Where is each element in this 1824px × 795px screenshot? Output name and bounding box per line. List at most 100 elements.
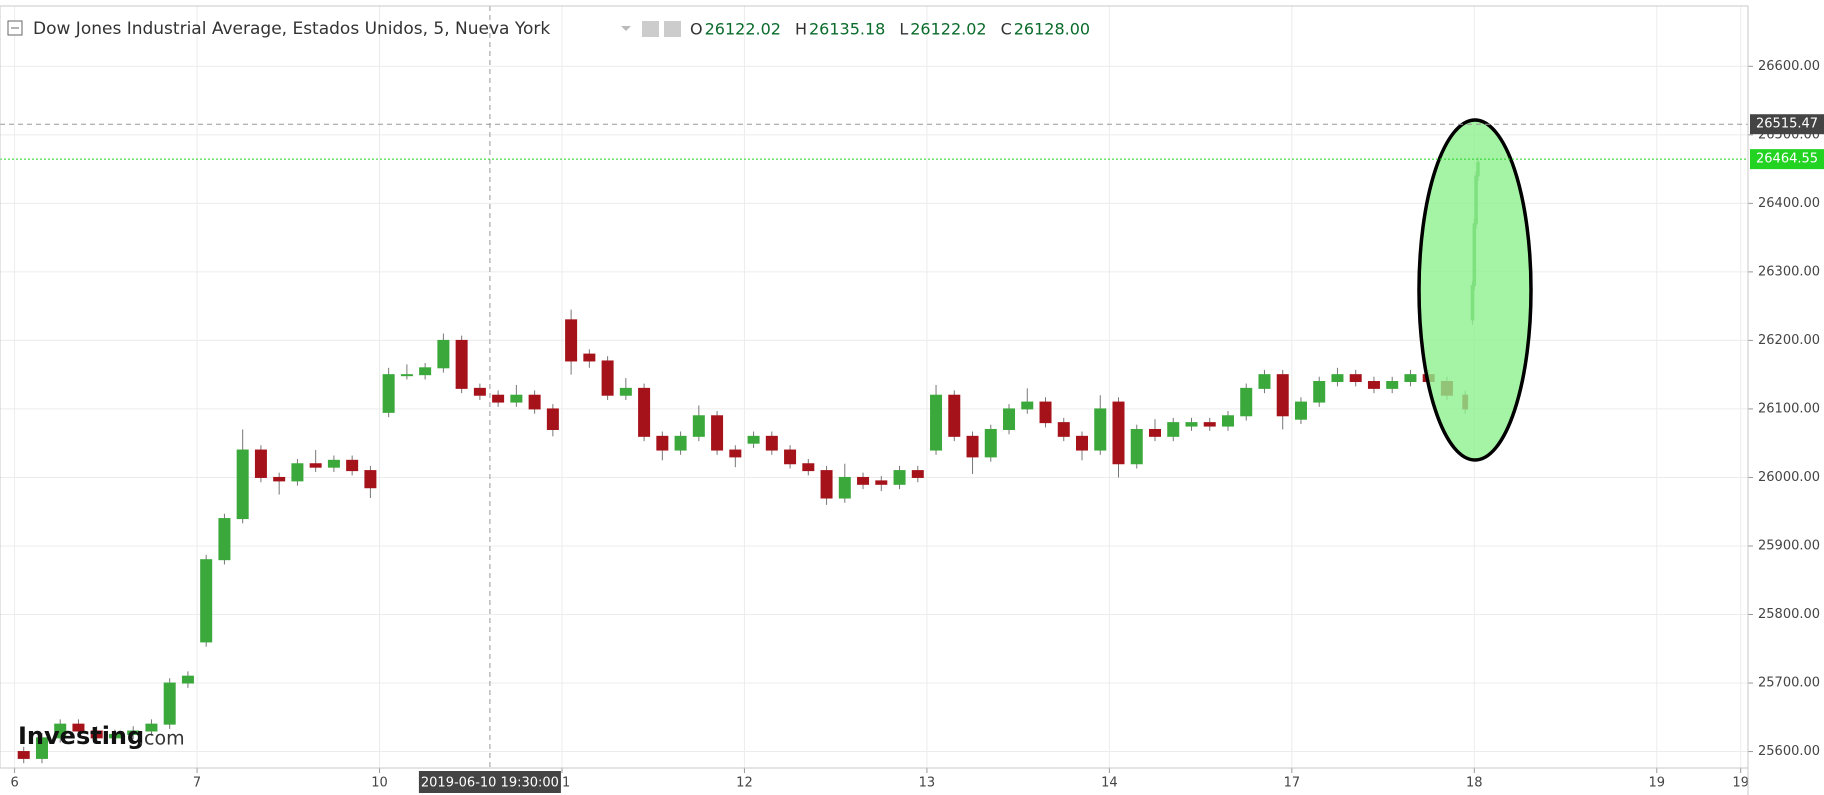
candle-body xyxy=(765,435,778,451)
x-tick-label: 19 xyxy=(1732,776,1749,791)
y-tick-label: 26600.00 xyxy=(1758,59,1820,74)
y-tick-label: 26100.00 xyxy=(1758,401,1820,416)
candle-body xyxy=(218,518,231,561)
candle-body xyxy=(1130,428,1143,465)
candle-body xyxy=(729,449,742,458)
x-tick-label: 13 xyxy=(919,776,936,791)
candle-body xyxy=(966,435,979,458)
crosshair-x-tag xyxy=(418,771,561,793)
x-tick-label: 10 xyxy=(371,776,388,791)
eye-icon[interactable] xyxy=(642,21,659,37)
candle-body xyxy=(1331,374,1344,383)
candle-body xyxy=(1203,422,1216,427)
candle-body xyxy=(875,480,888,485)
candle-body xyxy=(145,723,158,732)
candle-body xyxy=(1112,401,1125,465)
candle-body xyxy=(1167,422,1180,437)
x-tick-label: 7 xyxy=(193,776,201,791)
y-tick-label: 25900.00 xyxy=(1758,538,1820,553)
highlight-ellipse xyxy=(1417,118,1533,462)
candle-body xyxy=(17,751,30,759)
candle-body xyxy=(364,470,377,489)
ohlc-key: O xyxy=(690,20,703,39)
candle-body xyxy=(1039,401,1052,424)
candle-body xyxy=(400,374,413,377)
candle-body xyxy=(163,682,176,725)
y-tick-label: 25700.00 xyxy=(1758,676,1820,691)
candle-body xyxy=(838,476,851,499)
ohlc-value: 26128.00 xyxy=(1014,20,1090,39)
candle-body xyxy=(127,730,140,735)
x-tick-label: 12 xyxy=(736,776,753,791)
candle-body xyxy=(638,387,651,437)
candle-body xyxy=(510,394,523,403)
candle-body xyxy=(200,559,213,643)
candle-body xyxy=(1404,374,1417,383)
candle-body xyxy=(1094,408,1107,451)
candle-body xyxy=(546,408,559,430)
y-tick-label: 26400.00 xyxy=(1758,196,1820,211)
x-tick-label: 6 xyxy=(10,776,18,791)
candle-body xyxy=(473,387,486,396)
y-tick-label: 26200.00 xyxy=(1758,333,1820,348)
chart-title: Dow Jones Industrial Average, Estados Un… xyxy=(33,19,550,39)
candle-body xyxy=(984,428,997,458)
y-tick-label: 26300.00 xyxy=(1758,264,1820,279)
candle-body xyxy=(948,394,961,437)
candle-body xyxy=(930,394,943,451)
candle-body xyxy=(437,339,450,369)
candle-body xyxy=(1221,415,1234,427)
candle-body xyxy=(911,470,924,478)
plot xyxy=(17,157,1480,764)
candle-body xyxy=(857,476,870,485)
x-tick-label: 18 xyxy=(1466,776,1483,791)
candle-body xyxy=(1349,374,1362,383)
candle-body xyxy=(309,463,322,468)
candle-body xyxy=(346,459,359,472)
candle-body xyxy=(181,675,194,684)
candle-body xyxy=(1313,381,1326,403)
crosshair-x-label: 2019-06-10 19:30:00 xyxy=(421,776,559,791)
candle-body xyxy=(802,463,815,472)
candle-body xyxy=(90,730,103,739)
logo-suffix: .com xyxy=(138,728,185,750)
candle-body xyxy=(1367,381,1380,389)
y-tick-label: 25600.00 xyxy=(1758,744,1820,759)
candle-body xyxy=(711,415,724,451)
candle-body xyxy=(327,459,340,468)
settings-icon[interactable] xyxy=(664,21,681,37)
candle-body xyxy=(692,415,705,437)
candle-body xyxy=(1057,422,1070,437)
ohlc-value: 26122.02 xyxy=(705,20,781,39)
x-tick-label: 14 xyxy=(1101,776,1118,791)
candle-body xyxy=(382,374,395,413)
candle-body xyxy=(1148,428,1161,437)
candle-body xyxy=(1386,381,1399,389)
ohlc-key: C xyxy=(1001,20,1012,39)
candle-body xyxy=(893,470,906,485)
x-tick-label: 17 xyxy=(1284,776,1301,791)
candle-body xyxy=(619,387,632,396)
candle-body xyxy=(419,367,432,376)
candle-body xyxy=(583,353,596,362)
crosshair-y-label: 26515.47 xyxy=(1756,117,1818,132)
last-price-tag xyxy=(1750,149,1824,170)
title-dropdown[interactable] xyxy=(621,26,631,31)
candle-body xyxy=(1003,408,1016,430)
candle-body xyxy=(254,449,267,478)
ohlc-readout: O 26122.02 H 26135.18 L 26122.02 C 26128.00 xyxy=(690,20,1090,39)
y-tick-label: 26000.00 xyxy=(1758,470,1820,485)
candle-body xyxy=(656,435,669,451)
candle-body xyxy=(35,737,48,759)
candle-body xyxy=(291,463,304,482)
candle-body xyxy=(1258,374,1271,389)
candle-body xyxy=(1240,387,1253,417)
candle-body xyxy=(1294,401,1307,420)
ohlc-value: 26135.18 xyxy=(809,20,885,39)
candle-body xyxy=(601,360,614,396)
y-tick-label: 25800.00 xyxy=(1758,607,1820,622)
candle-body xyxy=(820,470,833,499)
candle-body xyxy=(565,319,578,362)
